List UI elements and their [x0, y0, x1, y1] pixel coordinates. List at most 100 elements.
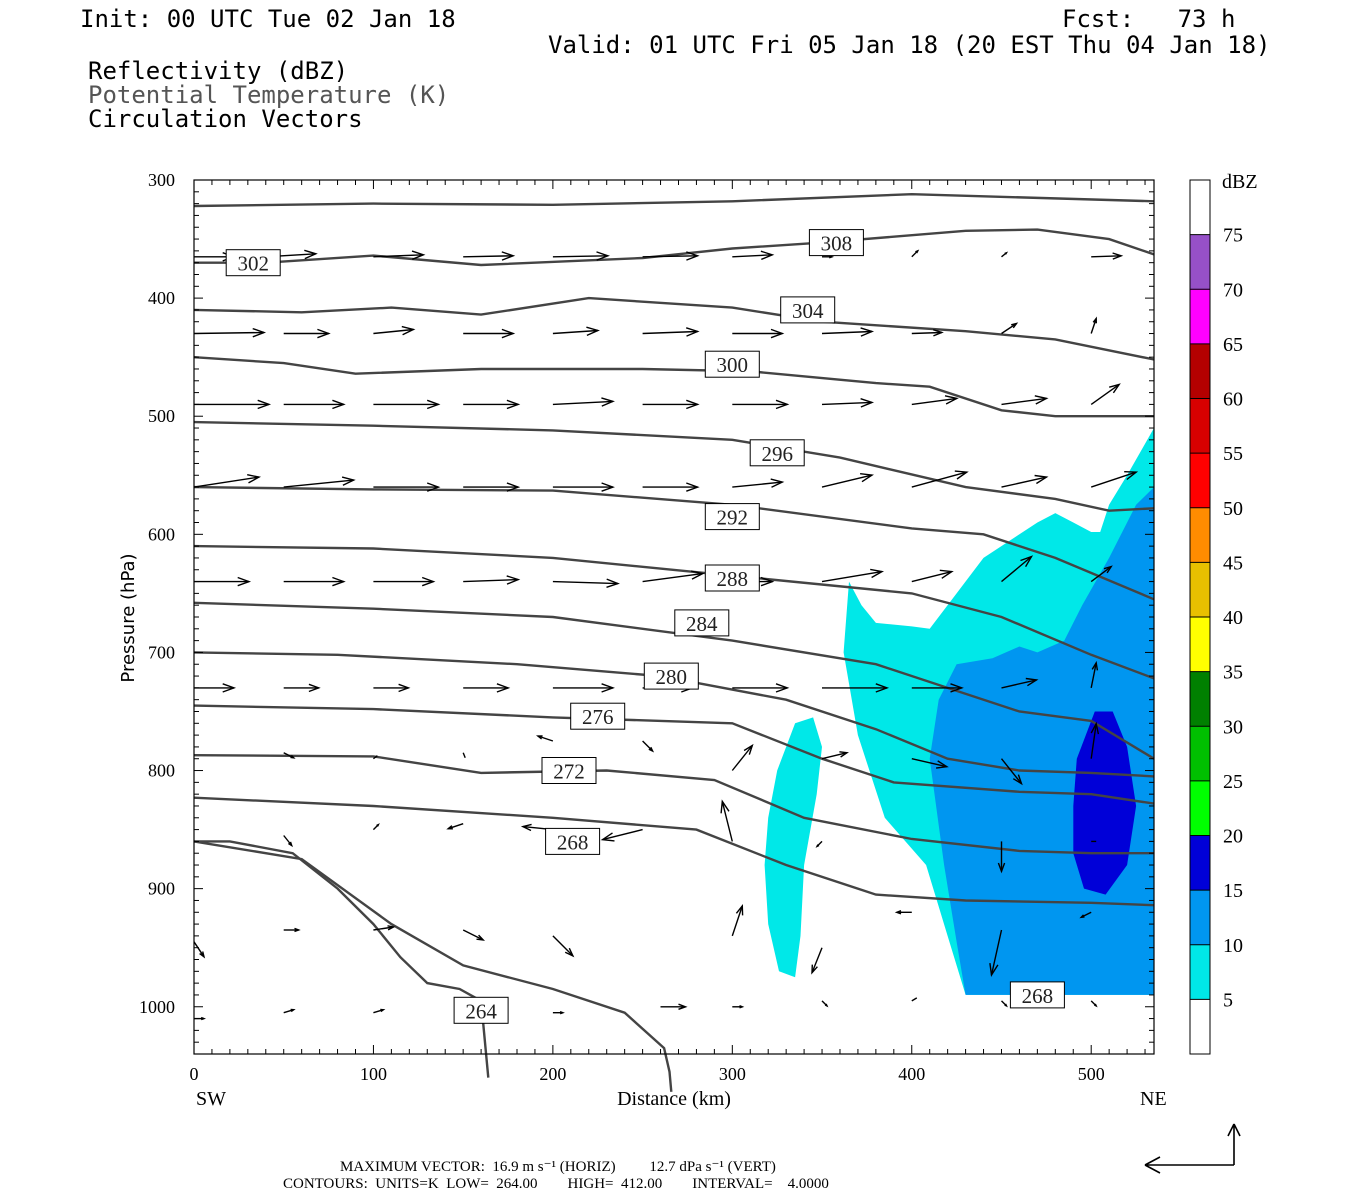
isentrope-label-text: 268: [557, 830, 589, 854]
circulation-vector: [911, 395, 959, 406]
vector-shaft: [552, 400, 613, 406]
isentrope-label: 276: [570, 702, 626, 730]
vector-arrowhead: [875, 683, 890, 693]
vector-arrowhead: [932, 329, 944, 337]
circulation-vector: [821, 473, 874, 488]
vector-arrowhead: [446, 825, 453, 830]
circulation-vector: [660, 1003, 688, 1010]
isentrope-284: [193, 601, 1155, 760]
x-tick-label: 100: [360, 1064, 387, 1084]
y-tick-label: 800: [148, 761, 175, 781]
vector-arrowhead: [735, 903, 744, 916]
circulation-vector: [642, 740, 655, 753]
vector-arrowhead: [308, 683, 321, 693]
circulation-vector: [552, 397, 615, 407]
vector-shaft: [373, 926, 394, 931]
vector-arrowhead: [317, 328, 331, 339]
vector-shaft: [447, 823, 464, 830]
isentrope-label-box: [1009, 981, 1065, 1009]
vector-shaft: [990, 929, 1003, 976]
colorbar-segment: [1190, 453, 1210, 508]
isentrope-labels: 308 304 302 300 296 292 288 284 280 276 272 268 268 2…: [225, 229, 1065, 1024]
circulation-vector: [552, 326, 600, 337]
isentrope-label-text: 272: [553, 760, 585, 784]
vector-arrowhead: [1004, 1003, 1008, 1008]
vector-shaft: [732, 254, 773, 258]
reference-vector-icon: [1144, 1123, 1241, 1174]
y-tick-label: 400: [148, 288, 175, 308]
isentrope-label: 304: [780, 296, 836, 324]
vector-shaft: [731, 745, 753, 771]
circulation-vector: [821, 568, 885, 583]
isentrope-label-box: [780, 296, 836, 324]
vector-arrowhead: [290, 1008, 296, 1013]
circulation-vector: [283, 476, 356, 488]
isentrope-label: 308: [808, 229, 864, 257]
field-reflectivity: Reflectivity (dBZ): [88, 57, 349, 85]
vector-arrowhead: [954, 470, 969, 480]
circulation-vector: [815, 840, 823, 848]
circulation-vector: [720, 799, 733, 842]
circulation-vector: [731, 743, 754, 771]
circulation-vector: [194, 576, 252, 587]
x-tick-label: 400: [898, 1064, 925, 1084]
colorbar-segment: [1190, 180, 1210, 235]
vector-arrowhead: [936, 760, 949, 769]
vector-shaft: [602, 828, 643, 841]
circulation-vector: [731, 903, 744, 937]
isentrope-label-text: 300: [717, 353, 749, 377]
vector-arrowhead: [690, 570, 705, 580]
circulation-vector: [1001, 1000, 1008, 1008]
y-tick-label: 300: [148, 170, 175, 190]
vector-arrowhead: [506, 399, 521, 410]
isentrope-label: 268: [1009, 981, 1065, 1009]
vector-shaft: [1090, 662, 1097, 689]
contour-info: CONTOURS: UNITS=K LOW= 264.00 HIGH= 412.…: [283, 1176, 829, 1192]
isentrope-label-text: 304: [792, 299, 824, 323]
circulation-vector: [552, 578, 620, 588]
vector-arrowhead: [950, 683, 964, 693]
circulation-vector: [732, 478, 785, 488]
vector-arrowhead: [860, 327, 875, 337]
circulation-vector: [463, 399, 521, 410]
vector-shaft: [1090, 318, 1097, 334]
isentrope-268: [193, 796, 1155, 907]
vector-arrowhead: [411, 250, 426, 260]
isentrope-label-box: [749, 439, 805, 467]
circulation-vector: [552, 683, 615, 693]
vector-shaft: [193, 476, 260, 488]
circulation-vector: [911, 683, 964, 693]
colorbar-level-label: 15: [1223, 880, 1243, 902]
field-circulation-vectors: Circulation Vectors: [88, 105, 363, 133]
vector-arrowhead: [1094, 1003, 1098, 1008]
vector-shaft: [811, 947, 823, 973]
vector-arrowhead: [506, 482, 521, 492]
vector-shaft: [552, 580, 618, 585]
isentrope-label-text: 264: [465, 999, 497, 1023]
colorbar-level-label: 10: [1223, 935, 1243, 957]
colorbar-segment: [1190, 562, 1210, 617]
colorbar: 5 10 15 20 25 30 35 40 45 50 55 60 65 70 75: [1189, 179, 1243, 1055]
vector-arrowhead: [200, 1016, 206, 1021]
circulation-vector: [193, 474, 262, 488]
isentrope-label: 268: [545, 827, 601, 855]
init-time: Init: 00 UTC Tue 02 Jan 18: [80, 5, 456, 33]
circulation-vector: [1000, 758, 1023, 786]
circulation-vector: [193, 327, 267, 338]
circulation-vector: [911, 758, 949, 769]
circulation-vector: [1090, 383, 1121, 405]
x-tick-label: 500: [1078, 1064, 1105, 1084]
circulation-vector: [1090, 721, 1100, 759]
vector-arrowhead: [376, 823, 380, 827]
circulation-vector: [462, 929, 486, 941]
vector-arrowhead: [501, 251, 516, 261]
circulation-vector: [552, 482, 615, 492]
isentrope-label: 272: [541, 757, 597, 784]
vector-arrowhead: [1011, 322, 1019, 329]
isentrope-label-text: 302: [237, 252, 269, 276]
isentrope-label-box: [704, 350, 760, 378]
vector-arrowhead: [1112, 252, 1124, 260]
vector-arrowhead: [743, 743, 754, 755]
circulation-vector: [552, 1010, 565, 1015]
